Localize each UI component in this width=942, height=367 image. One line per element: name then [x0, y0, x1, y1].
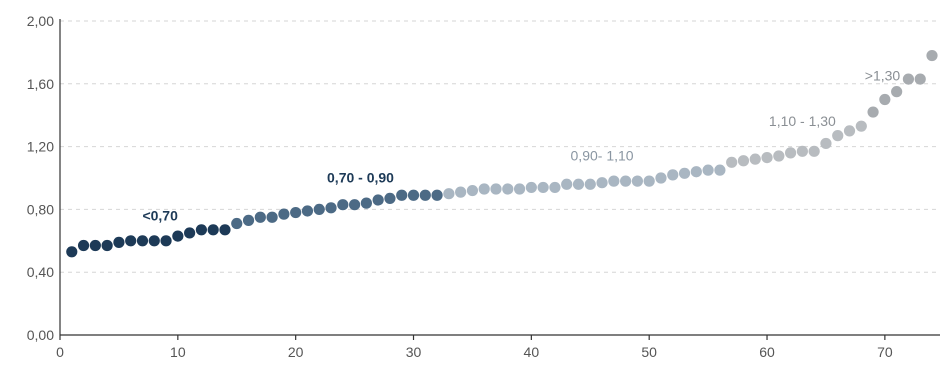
data-point: [855, 120, 867, 132]
data-point: [184, 227, 196, 239]
data-point: [631, 175, 644, 187]
data-point: [667, 169, 679, 181]
data-point: [195, 224, 208, 236]
data-point: [584, 178, 596, 190]
data-point: [513, 183, 526, 195]
tick-labels: 0,00 0,40 0,80 1,20 1,60 2,00 0 10 20 30 40 50 60 70: [27, 13, 893, 360]
data-point: [407, 189, 420, 201]
data-point: [325, 202, 337, 214]
data-point: [502, 183, 514, 195]
data-point: [384, 192, 396, 205]
data-point: [537, 181, 549, 194]
x-tick-label: 20: [288, 344, 304, 360]
data-point: [231, 217, 243, 230]
data-point: [525, 181, 537, 194]
data-point: [113, 236, 125, 248]
y-tick-label: 0,00: [27, 327, 54, 343]
data-point: [902, 73, 915, 85]
y-tick-label: 0,80: [27, 201, 54, 217]
axes: [59, 19, 940, 340]
data-point: [148, 235, 160, 247]
group-label: >1,30: [865, 68, 901, 84]
data-point: [478, 183, 490, 195]
data-points: [66, 49, 938, 258]
data-point: [242, 214, 255, 226]
data-point: [254, 211, 266, 223]
x-tick-label: 70: [877, 344, 893, 360]
data-point: [348, 199, 361, 211]
x-tick-label: 50: [641, 344, 657, 360]
data-point: [396, 189, 408, 201]
y-tick-label: 1,20: [27, 139, 54, 155]
data-point: [360, 197, 372, 209]
data-point: [89, 239, 101, 252]
group-annotations: <0,70 0,70 - 0,90 0,90- 1,10 1,10 - 1,30 >1,…: [142, 68, 900, 224]
data-point: [879, 93, 891, 106]
data-point: [620, 175, 632, 187]
data-point: [808, 145, 820, 157]
y-tick-label: 1,60: [27, 76, 54, 92]
data-point: [796, 145, 808, 157]
data-point: [761, 151, 773, 164]
group-label: <0,70: [142, 207, 178, 223]
data-point: [372, 194, 384, 206]
data-point: [313, 203, 325, 215]
data-point: [301, 205, 314, 217]
x-tick-label: 30: [406, 344, 422, 360]
data-point: [655, 172, 667, 184]
x-tick-label: 60: [759, 344, 775, 360]
data-point: [419, 189, 431, 201]
data-point: [843, 125, 856, 137]
data-point: [690, 166, 702, 178]
group-label: 0,90- 1,10: [571, 148, 634, 164]
data-point: [172, 230, 184, 242]
data-point: [749, 153, 761, 165]
grid-lines: [60, 20, 940, 273]
x-tick-label: 10: [170, 344, 186, 360]
data-point: [207, 224, 219, 236]
data-point: [337, 199, 349, 211]
data-point: [714, 164, 726, 176]
data-point: [278, 208, 290, 220]
data-point: [867, 106, 879, 118]
data-point: [643, 175, 655, 187]
data-point: [596, 177, 608, 189]
data-point: [101, 239, 113, 252]
data-point: [136, 235, 149, 247]
data-point: [702, 164, 714, 176]
data-point: [455, 186, 467, 198]
y-tick-label: 2,00: [27, 13, 54, 29]
data-point: [784, 147, 797, 159]
data-point: [125, 235, 137, 247]
data-point: [572, 178, 585, 190]
data-point: [219, 224, 231, 236]
data-point: [678, 167, 691, 179]
data-point: [290, 206, 302, 219]
y-tick-label: 0,40: [27, 264, 54, 280]
data-point: [608, 175, 620, 187]
data-point: [490, 183, 502, 195]
x-tick-label: 0: [56, 344, 64, 360]
data-point: [66, 246, 78, 258]
data-point: [561, 178, 573, 190]
data-point: [77, 239, 90, 252]
data-point: [266, 211, 278, 223]
data-point: [160, 235, 172, 247]
group-label: 0,70 - 0,90: [327, 170, 394, 186]
x-tick-label: 40: [524, 344, 540, 360]
data-point: [914, 73, 926, 85]
data-point: [820, 137, 832, 150]
data-point: [773, 150, 785, 162]
data-point: [549, 181, 561, 194]
data-point: [891, 86, 903, 98]
data-point: [431, 189, 443, 201]
group-label: 1,10 - 1,30: [769, 113, 836, 129]
data-point: [443, 188, 455, 200]
data-point: [466, 184, 479, 197]
data-point: [726, 156, 738, 168]
data-point: [926, 49, 938, 62]
data-point: [832, 130, 844, 142]
data-point: [737, 155, 750, 167]
